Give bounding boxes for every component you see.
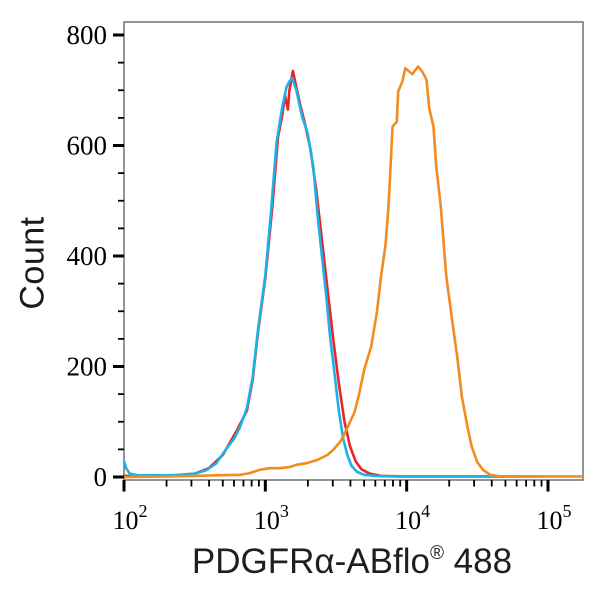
- orange-trace: [124, 65, 583, 479]
- plot-frame: [123, 21, 584, 481]
- x-tick-label: 102: [113, 501, 148, 535]
- y-tick-label: 800: [67, 20, 108, 50]
- x-axis-title-tail: 488: [443, 542, 513, 581]
- y-tick-label: 0: [94, 462, 108, 492]
- x-tick-label: 105: [537, 501, 572, 535]
- x-tick-label: 103: [254, 501, 289, 535]
- y-axis-title: Count: [13, 216, 52, 310]
- x-axis-title-main: PDGFRα-ABflo: [191, 542, 430, 581]
- y-tick-label: 400: [67, 241, 108, 271]
- x-axis-title: PDGFRα-ABflo® 488: [192, 542, 512, 582]
- blue-trace: [124, 76, 545, 478]
- red-trace: [124, 69, 521, 478]
- y-tick-label: 600: [67, 131, 108, 161]
- y-tick-label: 200: [67, 352, 108, 382]
- registered-trademark-icon: ®: [429, 543, 444, 564]
- x-tick-label: 104: [395, 501, 430, 535]
